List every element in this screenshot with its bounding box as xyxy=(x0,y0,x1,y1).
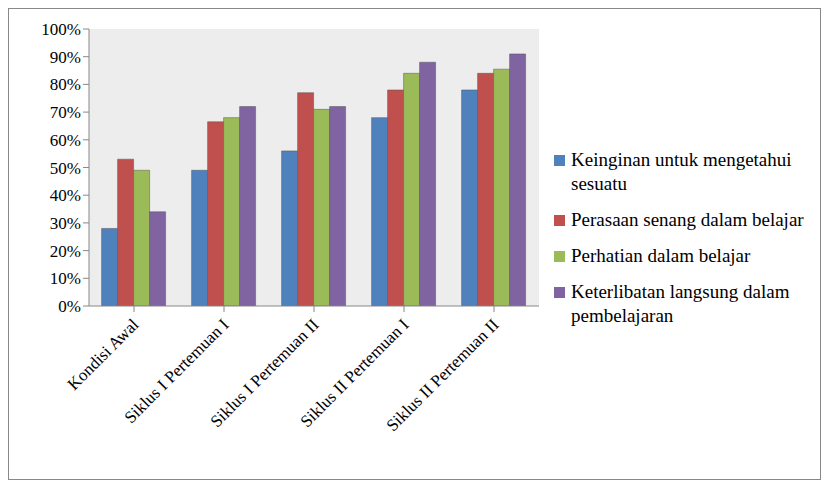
svg-text:60%: 60% xyxy=(50,131,81,150)
svg-text:Kondisi Awal: Kondisi Awal xyxy=(64,315,143,394)
svg-text:90%: 90% xyxy=(50,48,81,67)
svg-text:20%: 20% xyxy=(50,242,81,261)
svg-text:30%: 30% xyxy=(50,214,81,233)
svg-text:Siklus II Pertemuan I: Siklus II Pertemuan I xyxy=(296,315,413,431)
svg-text:70%: 70% xyxy=(50,103,81,122)
svg-text:10%: 10% xyxy=(50,269,81,288)
html-text:Perhatian dalam belajar: Perhatian dalam belajar xyxy=(571,245,751,266)
svg-text:Siklus II Pertemuan II: Siklus II Pertemuan II xyxy=(383,315,503,435)
svg-text:Siklus I Pertemuan II: Siklus I Pertemuan II xyxy=(206,315,323,431)
svg-text:50%: 50% xyxy=(50,159,81,178)
html-text:Keinginan untuk mengetahui ses: Keinginan untuk mengetahui sesuatu xyxy=(571,149,792,194)
svg-text:Siklus I Pertemuan I: Siklus I Pertemuan I xyxy=(120,315,233,427)
svg-text:40%: 40% xyxy=(50,186,81,205)
svg-text:100%: 100% xyxy=(41,20,81,39)
svg-text:0%: 0% xyxy=(58,297,81,316)
svg-text:80%: 80% xyxy=(50,75,81,94)
html-text:Perasaan senang dalam belajar: Perasaan senang dalam belajar xyxy=(571,209,804,230)
html-text:Keterlibatan langsung dalam pe: Keterlibatan langsung dalam pembelajaran xyxy=(571,281,790,326)
